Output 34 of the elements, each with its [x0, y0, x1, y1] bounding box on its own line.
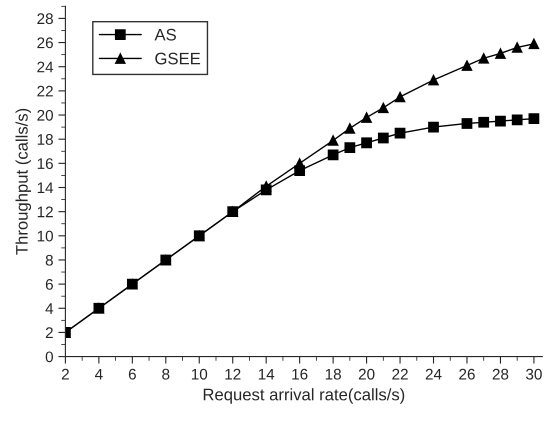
legend-label: GSEE — [155, 52, 200, 64]
x-tick-label: 26 — [459, 368, 475, 380]
x-axis-title: Request arrival rate(calls/s) — [204, 388, 404, 404]
y-tick-label: 0 — [46, 351, 53, 362]
x-tick-label: 24 — [426, 368, 442, 380]
y-tick-label: 16 — [38, 158, 53, 170]
y-tick-label: 4 — [45, 303, 54, 314]
y-tick-label: 18 — [38, 134, 53, 145]
x-tick-label: 8 — [162, 368, 170, 380]
x-tick-label: 6 — [128, 368, 136, 380]
y-tick-label: 14 — [38, 182, 54, 194]
x-tick-label: 18 — [326, 368, 341, 380]
x-tick-label: 20 — [358, 368, 374, 380]
y-tick-label: 10 — [38, 230, 53, 242]
y-tick-label: 20 — [37, 110, 53, 121]
x-tick-label: 22 — [392, 368, 408, 380]
x-tick-label: 2 — [62, 368, 69, 380]
x-tick-label: 12 — [225, 368, 240, 380]
y-tick-label: 26 — [37, 37, 53, 48]
y-tick-label: 24 — [37, 62, 54, 72]
x-tick-label: 14 — [258, 368, 274, 380]
y-tick-label: 2 — [46, 327, 53, 338]
x-tick-label: 16 — [292, 368, 308, 380]
y-tick-label: 22 — [37, 86, 53, 96]
x-tick-label: 4 — [94, 368, 103, 380]
x-tick-label: 28 — [492, 368, 508, 380]
x-tick-label: 10 — [192, 368, 208, 380]
y-tick-label: 8 — [46, 254, 53, 266]
y-tick-label: 12 — [38, 206, 53, 218]
y-tick-label: 28 — [37, 13, 53, 24]
y-axis-title: Throughput (calls/s) — [16, 108, 32, 255]
legend-label: AS — [154, 28, 176, 41]
y-tick-label: 6 — [46, 278, 53, 290]
x-tick-label: 30 — [526, 368, 542, 380]
